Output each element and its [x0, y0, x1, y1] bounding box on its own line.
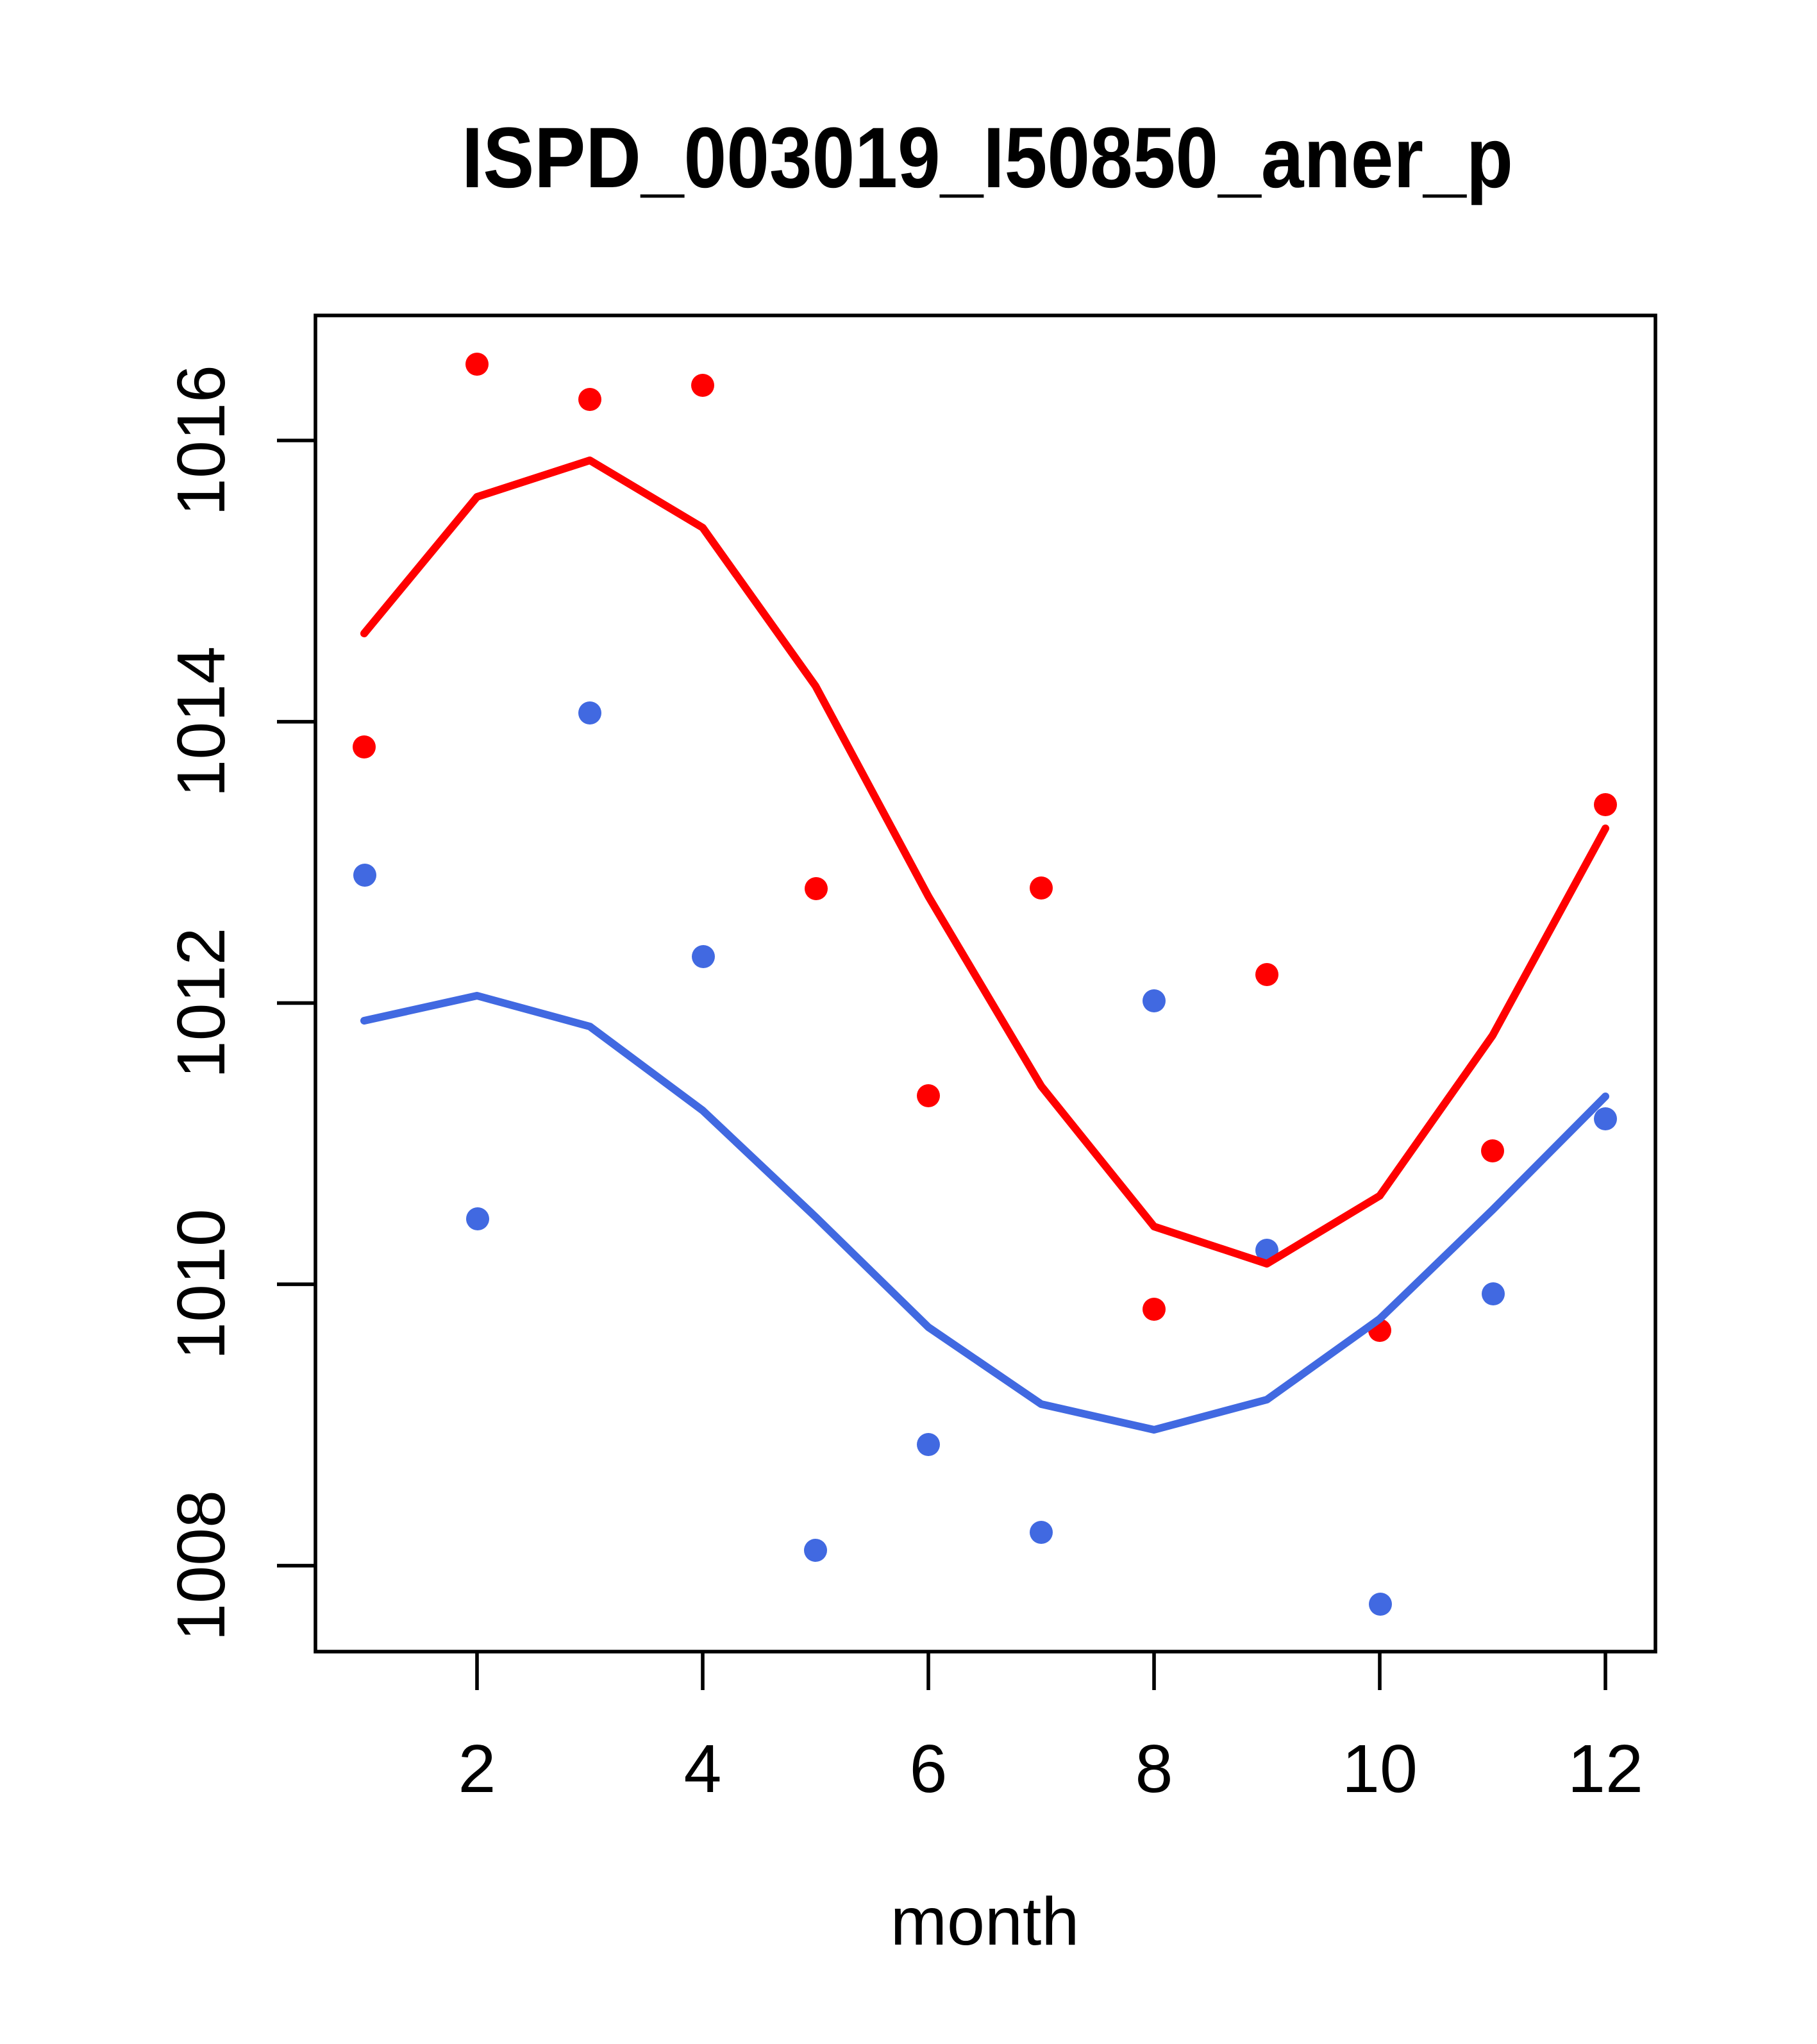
svg-text:1010: 1010: [163, 1209, 239, 1360]
svg-text:month: month: [891, 1884, 1080, 1959]
svg-text:1014: 1014: [163, 646, 239, 798]
svg-text:8: 8: [1135, 1731, 1173, 1807]
svg-text:4: 4: [684, 1731, 722, 1807]
svg-text:1012: 1012: [163, 927, 239, 1078]
svg-text:10: 10: [1342, 1731, 1418, 1807]
svg-text:1016: 1016: [163, 365, 239, 516]
svg-text:ISPD_003019_I50850_aner_p: ISPD_003019_I50850_aner_p: [462, 110, 1513, 206]
svg-text:12: 12: [1568, 1731, 1643, 1807]
svg-text:1008: 1008: [163, 1490, 239, 1641]
svg-text:2: 2: [458, 1731, 496, 1807]
svg-text:6: 6: [910, 1731, 948, 1807]
